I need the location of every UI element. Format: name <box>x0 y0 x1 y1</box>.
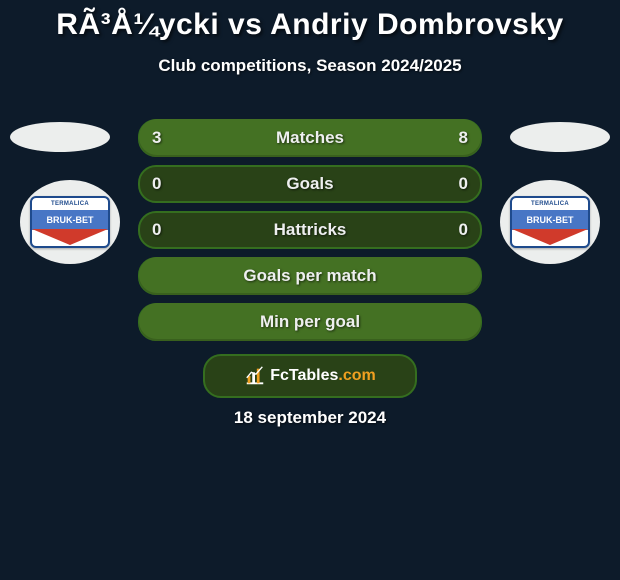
infographic-root: RÃ³Å¼ycki vs Andriy Dombrovsky Club comp… <box>0 0 620 580</box>
badge-top-label: TERMALICA <box>512 198 588 210</box>
stat-row-hattricks: Hattricks0 0 <box>138 210 482 250</box>
logo-text: FcTables.com <box>270 367 376 385</box>
stat-label: Goals <box>138 164 482 204</box>
stat-value-left: 0 <box>152 210 161 250</box>
stat-value-right: 0 <box>459 164 468 204</box>
logo-main: FcTables <box>270 367 338 384</box>
badge-inner: TERMALICA BRUK-BET Nieciecza <box>28 188 112 256</box>
badge-top-label: TERMALICA <box>32 198 108 210</box>
stat-label: Goals per match <box>138 256 482 296</box>
badge-band: TERMALICA BRUK-BET Nieciecza <box>30 196 110 248</box>
club-badge-left: TERMALICA BRUK-BET Nieciecza <box>20 180 120 264</box>
stat-row-goals: Goals0 0 <box>138 164 482 204</box>
stat-value-left: 0 <box>152 164 161 204</box>
stat-value-right: 0 <box>459 210 468 250</box>
player-right-oval <box>510 122 610 152</box>
fctables-logo-pill: FcTables.com <box>203 354 417 398</box>
club-badge-right: TERMALICA BRUK-BET Nieciecza <box>500 180 600 264</box>
stat-label: Min per goal <box>138 302 482 342</box>
badge-mid-label: BRUK-BET <box>512 210 588 230</box>
fctables-logo: FcTables.com <box>244 365 376 387</box>
badge-triangle <box>512 229 588 245</box>
stat-rows: Matches38Goals00Hattricks00Goals per mat… <box>138 118 482 348</box>
badge-band: TERMALICA BRUK-BET Nieciecza <box>510 196 590 248</box>
stat-label: Matches <box>138 118 482 158</box>
stat-label: Hattricks <box>138 210 482 250</box>
stat-row-gpm: Goals per match <box>138 256 482 296</box>
stat-row-mpg: Min per goal <box>138 302 482 342</box>
stat-value-right: 8 <box>459 118 468 158</box>
stat-value-left: 3 <box>152 118 161 158</box>
page-title: RÃ³Å¼ycki vs Andriy Dombrovsky <box>0 0 620 42</box>
stat-row-matches: Matches3 8 <box>138 118 482 158</box>
bar-chart-icon <box>244 365 266 387</box>
generated-date: 18 september 2024 <box>0 408 620 428</box>
badge-triangle <box>32 229 108 245</box>
page-subtitle: Club competitions, Season 2024/2025 <box>0 56 620 76</box>
player-left-oval <box>10 122 110 152</box>
badge-inner: TERMALICA BRUK-BET Nieciecza <box>508 188 592 256</box>
badge-mid-label: BRUK-BET <box>32 210 108 230</box>
logo-suffix: .com <box>338 367 375 384</box>
